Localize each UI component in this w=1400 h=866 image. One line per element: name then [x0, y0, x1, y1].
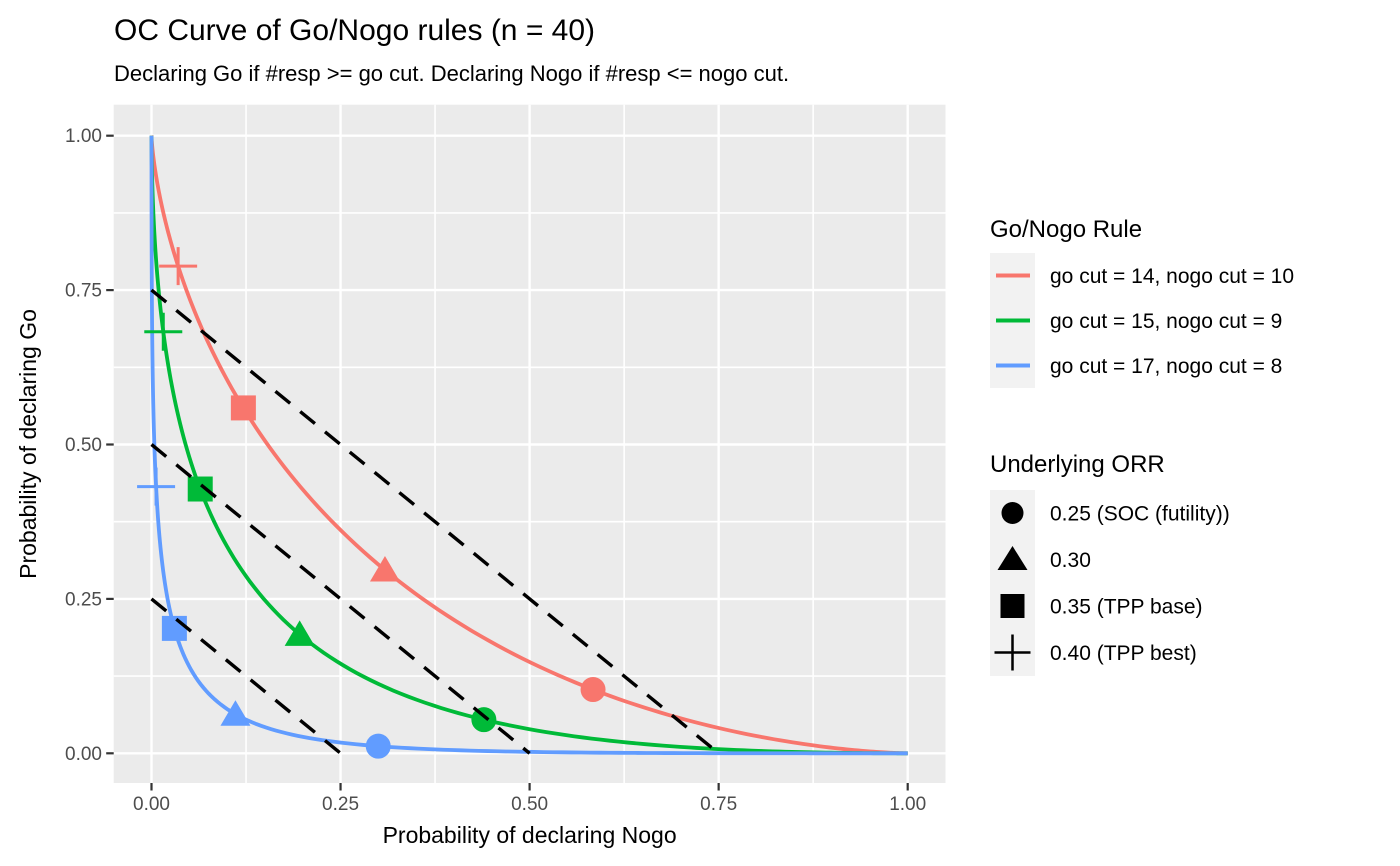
marker-plus [159, 247, 198, 286]
triangle-icon [997, 546, 1028, 570]
x-tick-label: 0.50 [511, 794, 548, 815]
legend-orr-item-label: 0.25 (SOC (futility)) [1050, 503, 1230, 526]
marker-circle [471, 707, 497, 733]
x-tick-label: 1.00 [889, 794, 926, 815]
y-tick-label: 1.00 [65, 126, 102, 147]
y-tick-label: 0.75 [65, 281, 102, 302]
marker-plus [137, 467, 176, 506]
marker-plus [144, 312, 183, 351]
legend-orr-title: Underlying ORR [990, 451, 1165, 478]
reference-line [150, 288, 720, 755]
legend-orr: Underlying ORR 0.25 (SOC (futility)) 0.3… [990, 451, 1230, 676]
plus-icon [994, 634, 1031, 671]
y-axis-tick-labels: 0.00 0.25 0.50 0.75 1.00 [65, 126, 102, 765]
orr-markers [137, 247, 606, 759]
reference-line [150, 443, 531, 755]
y-tick-label: 0.25 [65, 589, 102, 610]
marker-square [230, 395, 256, 421]
marker-square [161, 615, 187, 641]
x-tick-label: 0.75 [700, 794, 737, 815]
marker-triangle [369, 556, 400, 582]
y-tick-label: 0.00 [65, 744, 102, 765]
legend-rule-item-label: go cut = 17, nogo cut = 8 [1050, 355, 1282, 378]
square-icon [1000, 594, 1025, 618]
page-title: OC Curve of Go/Nogo rules (n = 40) [114, 14, 595, 47]
reference-line [150, 597, 342, 755]
marker-circle [365, 733, 391, 759]
axis-tick-marks [106, 134, 909, 791]
x-axis-tick-labels: 0.00 0.25 0.50 0.75 1.00 [133, 794, 926, 815]
legend-rule-title: Go/Nogo Rule [990, 216, 1142, 243]
legend-orr-item-label: 0.30 [1050, 549, 1091, 572]
legend-orr-item-label: 0.40 (TPP best) [1050, 642, 1197, 665]
marker-square [187, 476, 213, 502]
legend-orr-item-label: 0.35 (TPP base) [1050, 596, 1203, 619]
y-axis-title: Probability of declaring Go [15, 309, 41, 579]
legend-rule: Go/Nogo Rule go cut = 14, nogo cut = 10 … [990, 216, 1294, 388]
chart-subtitle: Declaring Go if #resp >= go cut. Declari… [114, 61, 789, 86]
reference-lines [150, 288, 720, 755]
marker-circle [580, 677, 606, 703]
marker-triangle [220, 700, 251, 726]
oc-curve-2 [149, 135, 908, 756]
x-tick-label: 0.25 [322, 794, 359, 815]
y-tick-label: 0.50 [65, 435, 102, 456]
marker-triangle [284, 620, 315, 646]
gridlines-major [113, 104, 946, 783]
x-axis-title: Probability of declaring Nogo [383, 822, 677, 848]
legend-rule-item-label: go cut = 14, nogo cut = 10 [1050, 265, 1294, 288]
circle-icon [1001, 502, 1024, 524]
legend-rule-item-label: go cut = 15, nogo cut = 9 [1050, 310, 1282, 333]
x-tick-label: 0.00 [133, 794, 170, 815]
